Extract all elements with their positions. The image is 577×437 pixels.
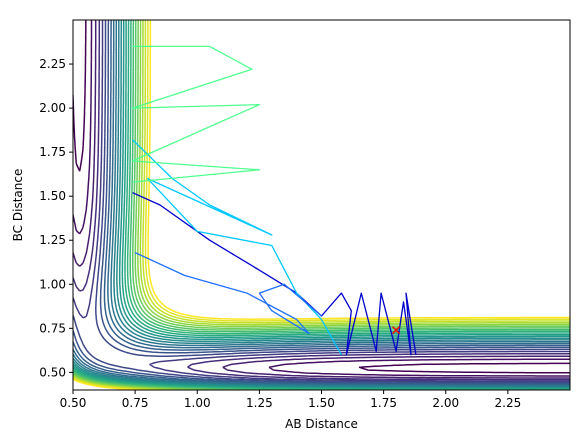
trajectory-line <box>132 192 417 356</box>
x-tick-label: 1.25 <box>246 396 273 410</box>
x-tick-label: 0.50 <box>60 396 87 410</box>
y-tick-label: 1.25 <box>39 233 66 247</box>
y-axis-label: BC Distance <box>11 169 25 242</box>
end-point-marker <box>392 326 401 335</box>
y-tick-label: 2.00 <box>39 101 66 115</box>
marker-x <box>392 326 401 335</box>
contour-level <box>73 20 570 379</box>
trajectory-lines <box>131 45 417 356</box>
contour-level <box>73 20 570 377</box>
x-axis-ticks: 0.50 0.75 1.00 1.25 1.50 1.75 2.00 2.25 <box>60 390 522 410</box>
y-axis-ticks: 0.50 0.75 1.00 1.25 1.50 1.75 2.00 2.25 <box>39 57 73 379</box>
y-tick-label: 2.25 <box>39 57 66 71</box>
y-tick-label: 0.75 <box>39 321 66 335</box>
trajectory-line <box>131 45 261 183</box>
contour-level <box>73 20 570 382</box>
contour-level <box>73 20 570 386</box>
contour-level <box>73 20 570 374</box>
x-tick-label: 1.00 <box>184 396 211 410</box>
x-tick-label: 2.25 <box>495 396 522 410</box>
trajectory-line <box>132 139 342 356</box>
x-tick-label: 1.75 <box>370 396 397 410</box>
x-tick-label: 0.75 <box>122 396 149 410</box>
contour-level <box>73 20 570 386</box>
y-tick-label: 1.00 <box>39 277 66 291</box>
x-tick-label: 1.50 <box>308 396 335 410</box>
y-tick-label: 0.50 <box>39 365 66 379</box>
x-tick-label: 2.00 <box>432 396 459 410</box>
x-axis-label: AB Distance <box>285 417 358 431</box>
y-tick-label: 1.75 <box>39 145 66 159</box>
contour-level <box>73 20 570 387</box>
trajectory-line <box>134 252 322 335</box>
y-tick-label: 1.50 <box>39 189 66 203</box>
contour-level <box>73 20 570 383</box>
